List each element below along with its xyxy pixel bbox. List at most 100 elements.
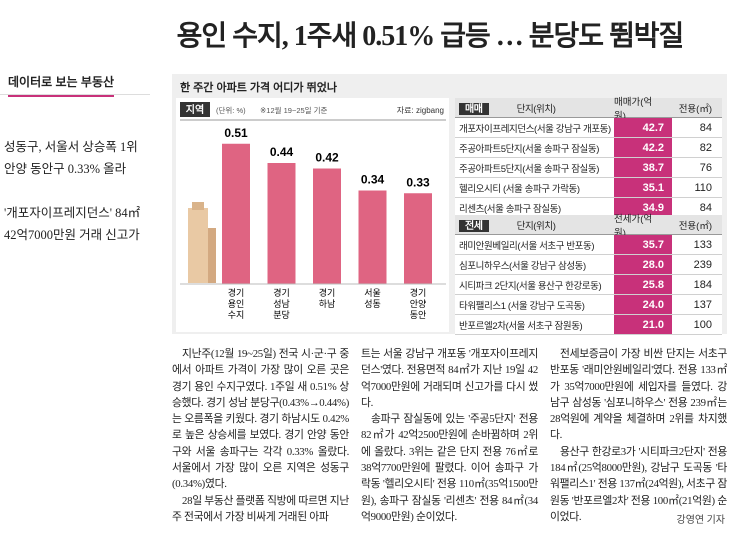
table-cell: 34.9 [614, 198, 672, 217]
table-cell: 42.2 [614, 138, 672, 157]
table-cell: 137 [693, 298, 712, 311]
body-column: 트는 서울 강남구 개포동 '개포자이프레지던스'였다. 전용면적 84㎡가 지… [361, 346, 538, 525]
header-cell: 전세 단지(위치) [455, 217, 614, 232]
table-row: 반포르엘2차(서울 서초구 잠원동) 21.0 100 [455, 315, 722, 335]
column-header: 전세가(억원) [614, 213, 653, 239]
bar [404, 193, 432, 284]
bar-chart: 지역 (단위: %) ※12월 19~25일 기준 자료: zigbang 0.… [176, 98, 449, 332]
table-header: 매매 단지(위치) 매매가(억원) 전용(㎡) [455, 96, 722, 122]
value-label: 0.33 [406, 175, 430, 189]
rule [0, 94, 150, 95]
table-row: 심포니하우스(서울 강남구 삼성동) 28.0 239 [455, 255, 722, 275]
table-cell: 타워팰리스1 (서울 강남구 도곡동) [459, 300, 585, 312]
table-cell: 반포르엘2차(서울 서초구 잠원동) [459, 320, 583, 332]
bar [222, 143, 250, 284]
table-cell: 24.0 [614, 295, 672, 314]
table-cell: 주공아파트5단지(서울 송파구 잠실동) [459, 163, 599, 175]
table-cell: 184 [693, 278, 712, 291]
table-cell: 심포니하우스(서울 강남구 삼성동) [459, 260, 586, 272]
table-label: 전세 [459, 220, 489, 232]
table-cell: 76 [699, 161, 712, 174]
column-header: 매매가(억원) [614, 96, 653, 122]
table-header: 전세 단지(위치) 전세가(억원) 전용(㎡) [455, 213, 722, 239]
table-cell: 래미안원베일리(서울 서초구 반포동) [459, 240, 595, 252]
unit: (단위: %) [216, 105, 246, 115]
summary-line: 성동구, 서울서 상승폭 1위 [4, 140, 138, 154]
category-label: 경기 [319, 287, 336, 298]
category-label: 경기 [410, 287, 427, 298]
table-cell: 100 [693, 318, 712, 331]
category-label: 용인 [228, 299, 245, 309]
value-label: 0.44 [270, 145, 294, 159]
category-label: 분당 [273, 310, 290, 320]
table-row: 개포자이프레지던스(서울 강남구 개포동) 42.7 84 [455, 118, 722, 138]
note: ※12월 19~25일 기준 [260, 105, 328, 115]
table-cell: 시티파크 2단지(서울 용산구 한강로동) [459, 280, 602, 292]
summary-line: 안양 동안구 0.33% 올라 [4, 162, 127, 176]
table-row: 주공아파트5단지(서울 송파구 잠실동) 42.2 82 [455, 138, 722, 158]
label-badge [180, 102, 210, 117]
table-row: 래미안원베일리(서울 서초구 반포동) 35.7 133 [455, 235, 722, 255]
table-row: 시티파크 2단지(서울 용산구 한강로동) 25.8 184 [455, 275, 722, 295]
table-row: 헬리오시티 (서울 송파구 가락동) 35.1 110 [455, 178, 722, 198]
category-label: 안양 [410, 299, 427, 309]
table-cell: 84 [699, 201, 712, 214]
body-column: 지난주(12월 19~25일) 전국 시·군·구 중에서 아파트 가격이 가장 … [172, 346, 349, 525]
value-label: 0.34 [361, 173, 385, 187]
byline: 강영연 기자 [676, 515, 726, 526]
table-cell: 84 [699, 121, 712, 134]
category-label: 성동 [364, 299, 381, 309]
category-label: 동안 [410, 310, 427, 320]
category-label: 성남 [273, 299, 290, 309]
table: 전세 단지(위치) 전세가(억원) 전용(㎡) 래미안원베일리(서울 서초구 반포동) 3… [455, 213, 722, 335]
column-header: 단지(위치) [516, 221, 556, 232]
chart-bg [176, 98, 449, 332]
value-label: 0.42 [315, 151, 339, 165]
table-cell: 35.1 [614, 178, 672, 197]
column-header: 전용(㎡) [678, 220, 712, 232]
paragraph: 28일 부동산 플랫폼 직방에 따르면 지난주 전국에서 가장 비싸게 거래된 … [172, 494, 349, 523]
column-header: 단지(위치) [516, 104, 556, 115]
category-label: 서울 [364, 288, 381, 298]
paragraph: 전세보증금이 가장 비싼 단지는 서초구 반포동 '래미안원베일리'였다. 전용… [550, 348, 727, 442]
table-row: 타워팰리스1 (서울 강남구 도곡동) 24.0 137 [455, 295, 722, 315]
headline: 용인 수지, 1주새 0.51% 급등 … 분당도 뜀박질 [176, 21, 685, 52]
table: 매매 단지(위치) 매매가(억원) 전용(㎡) 개포자이프레지던스(서울 강남구 개포동… [455, 96, 722, 218]
chart-label: 지역 [186, 103, 204, 116]
source: 자료: zigbang [397, 106, 444, 115]
infographic-title: 한 주간 아파트 가격 어디가 뛰었나 [180, 82, 337, 94]
table-cell: 28.0 [614, 255, 672, 274]
value-label: 0.51 [224, 126, 248, 140]
table-row: 주공아파트5단지(서울 송파구 잠실동) 38.7 76 [455, 158, 722, 178]
building [188, 202, 216, 283]
category-label: 수지 [228, 310, 245, 320]
bar [358, 190, 387, 284]
category-label: 경기 [228, 287, 245, 298]
table-cell: 82 [699, 141, 712, 154]
bar [267, 163, 296, 284]
category-label: 경기 [273, 287, 290, 298]
header-cell: 매매 단지(위치) [455, 100, 614, 115]
table-cell: 133 [693, 238, 712, 251]
table-cell: 38.7 [614, 158, 672, 177]
table-cell: 헬리오시티 (서울 송파구 가락동) [459, 183, 580, 195]
table-cell: 239 [693, 258, 712, 271]
category-label: 하남 [319, 299, 336, 309]
paragraph: 트는 서울 강남구 개포동 '개포자이프레지던스'였다. 전용면적 84㎡가 지… [361, 348, 538, 409]
table-cell: 35.7 [614, 235, 672, 254]
section-label: 데이터로 보는 부동산 [8, 73, 115, 97]
paragraph: 지난주(12월 19~25일) 전국 시·군·구 중에서 아파트 가격이 가장 … [172, 348, 349, 491]
summary-line: 42억7000만원 거래 신고가 [4, 228, 140, 242]
bar [313, 168, 341, 284]
table-cell: 42.7 [614, 118, 672, 137]
table-cell: 주공아파트5단지(서울 송파구 잠실동) [459, 143, 599, 155]
column-header: 전용(㎡) [678, 103, 712, 115]
table-cell: 리센츠(서울 송파구 잠실동) [459, 203, 561, 215]
paragraph: 송파구 잠실동에 있는 '주공5단지' 전용 82㎡가 42억2500만원에 손… [361, 413, 538, 523]
table-cell: 110 [694, 181, 712, 194]
paragraph: 용산구 한강로3가 '시티파크2단지' 전용 184㎡(25억8000만원), … [550, 445, 727, 523]
table-cell: 개포자이프레지던스(서울 강남구 개포동) [459, 123, 611, 135]
table-cell: 25.8 [614, 275, 672, 294]
summary-line: '개포자이프레지던스' 84㎡ [4, 206, 141, 220]
